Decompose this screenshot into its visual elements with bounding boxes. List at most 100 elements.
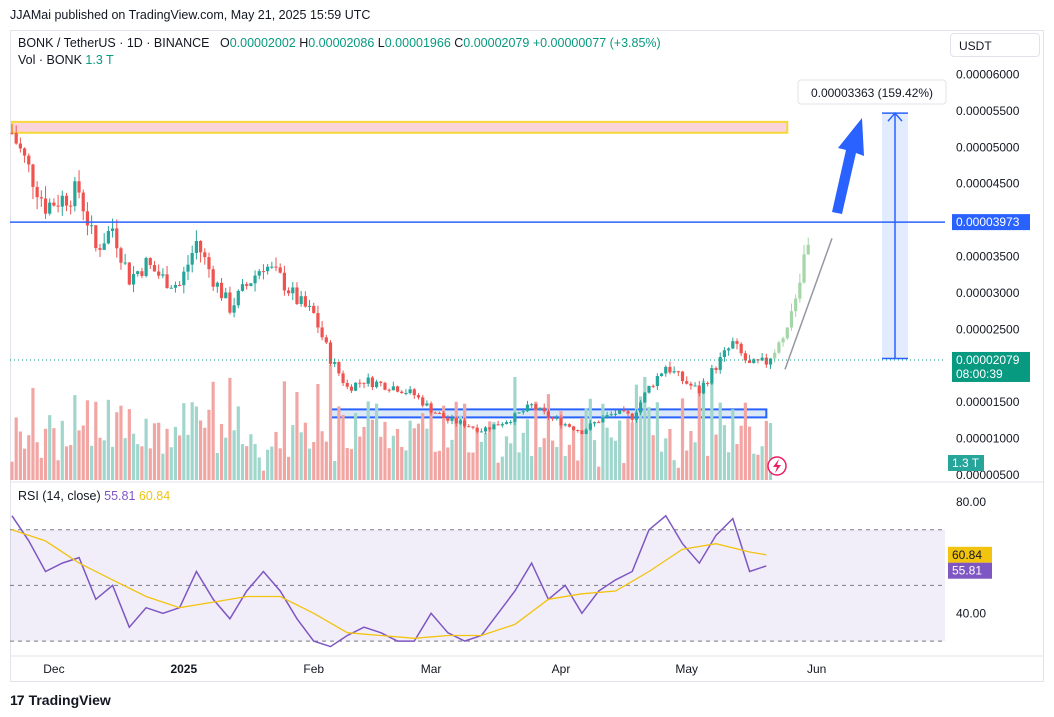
- rsi-value-badge: [948, 562, 992, 579]
- price-tick-label: 0.00000500: [956, 468, 1020, 482]
- price-tick-label: 0.00005000: [956, 140, 1020, 154]
- volume-bar: [400, 446, 404, 480]
- volume-bar: [672, 460, 676, 480]
- candle-body: [94, 225, 98, 249]
- candle-body: [282, 272, 286, 291]
- candle-body: [98, 248, 102, 250]
- candle-body: [127, 262, 131, 285]
- volume-bar: [446, 447, 450, 480]
- candle-body: [354, 382, 358, 391]
- volume-bar: [618, 420, 622, 480]
- time-axis[interactable]: Dec 2025 Feb Mar Apr May Jun: [10, 655, 1044, 676]
- candle-body: [291, 287, 295, 294]
- volume-bar: [525, 419, 530, 480]
- volume-bar: [760, 446, 764, 480]
- candle-body: [651, 385, 655, 387]
- volume-bar: [555, 446, 559, 480]
- candle-body: [538, 407, 542, 410]
- volume-bar: [362, 426, 366, 480]
- candle-body: [760, 357, 764, 361]
- volume-bar: [647, 407, 651, 480]
- candle-body: [123, 262, 127, 264]
- candle-body: [383, 382, 387, 390]
- volume-bar: [764, 420, 768, 480]
- candle-body: [613, 413, 618, 415]
- candle-body: [366, 377, 370, 384]
- volume-bar: [18, 431, 22, 480]
- volume-bar: [282, 381, 286, 480]
- volume-bar: [634, 384, 639, 480]
- candle-body: [408, 389, 412, 393]
- candle-body: [672, 371, 676, 373]
- volume-bar: [366, 401, 370, 480]
- candle-body: [186, 264, 190, 272]
- candle-body: [144, 258, 148, 276]
- rsi-legend[interactable]: RSI (14, close) 55.81 60.84: [18, 489, 170, 503]
- volume-legend[interactable]: Vol · BONK 1.3 T: [18, 53, 114, 67]
- time-tick-label: Dec: [43, 662, 64, 676]
- time-tick-label: Feb: [303, 662, 324, 676]
- volume-bar: [664, 438, 668, 480]
- volume-bar: [266, 449, 270, 480]
- candle-body: [102, 243, 106, 250]
- volume-bar: [437, 450, 442, 480]
- candle-body: [391, 386, 395, 391]
- candle-body: [69, 205, 73, 207]
- volume-bar: [274, 431, 278, 480]
- volume-bar: [756, 454, 760, 480]
- volume-bar: [517, 452, 521, 480]
- candle-body: [626, 411, 630, 414]
- volume-bar: [739, 425, 743, 480]
- volume-bar: [680, 398, 685, 480]
- volume-bar: [471, 452, 475, 480]
- candle-body: [48, 202, 52, 214]
- candle-body: [178, 284, 182, 286]
- candle-body: [374, 381, 379, 388]
- tradingview-logo-icon: 17: [10, 692, 25, 708]
- volume-bar: [127, 409, 131, 480]
- volume-bar: [530, 456, 534, 480]
- volume-bar: [115, 412, 119, 480]
- resistance-price-badge: [952, 214, 1030, 231]
- volume-bar: [609, 437, 613, 480]
- price-axis[interactable]: 0.000005000.000010000.000015000.00002000…: [767, 68, 1030, 482]
- candle-body: [659, 373, 664, 377]
- candle-body: [785, 327, 789, 339]
- volume-bar: [454, 401, 458, 480]
- symbol-title[interactable]: BONK / TetherUS · 1D · BINANCE: [18, 36, 210, 50]
- volume-bar: [651, 435, 655, 480]
- low-label: L: [377, 36, 385, 50]
- candle-body: [157, 271, 161, 276]
- supply-zone: [11, 120, 789, 134]
- candle-body: [668, 366, 672, 373]
- candles-layer: [10, 124, 810, 435]
- volume-bar: [295, 391, 299, 480]
- volume-bar: [194, 406, 198, 480]
- volume-bar: [286, 456, 291, 480]
- volume-bar: [211, 381, 215, 480]
- tradingview-logo[interactable]: 17 TradingView: [10, 692, 111, 708]
- projection-line: [784, 238, 833, 370]
- candle-body: [299, 296, 303, 304]
- candle-body: [10, 132, 14, 134]
- candle-body: [551, 417, 555, 419]
- volume-bar: [245, 446, 249, 480]
- candle-body: [802, 254, 806, 283]
- volume-bar: [462, 403, 467, 480]
- rsi-tick-label: 80.00: [956, 495, 986, 509]
- volume-bar: [198, 420, 203, 480]
- candle-body: [513, 413, 517, 422]
- candle-body: [609, 414, 613, 416]
- volume-bar: [597, 466, 601, 480]
- volume-bar: [341, 414, 345, 480]
- currency-button[interactable]: USDT: [950, 33, 1040, 57]
- candle-body: [81, 192, 85, 212]
- candle-body: [458, 420, 463, 424]
- volume-bar: [693, 442, 697, 480]
- candle-body: [806, 244, 810, 255]
- time-tick-label: Mar: [421, 662, 442, 676]
- candle-body: [333, 362, 337, 364]
- candle-body: [14, 133, 18, 144]
- candle-body: [530, 404, 534, 406]
